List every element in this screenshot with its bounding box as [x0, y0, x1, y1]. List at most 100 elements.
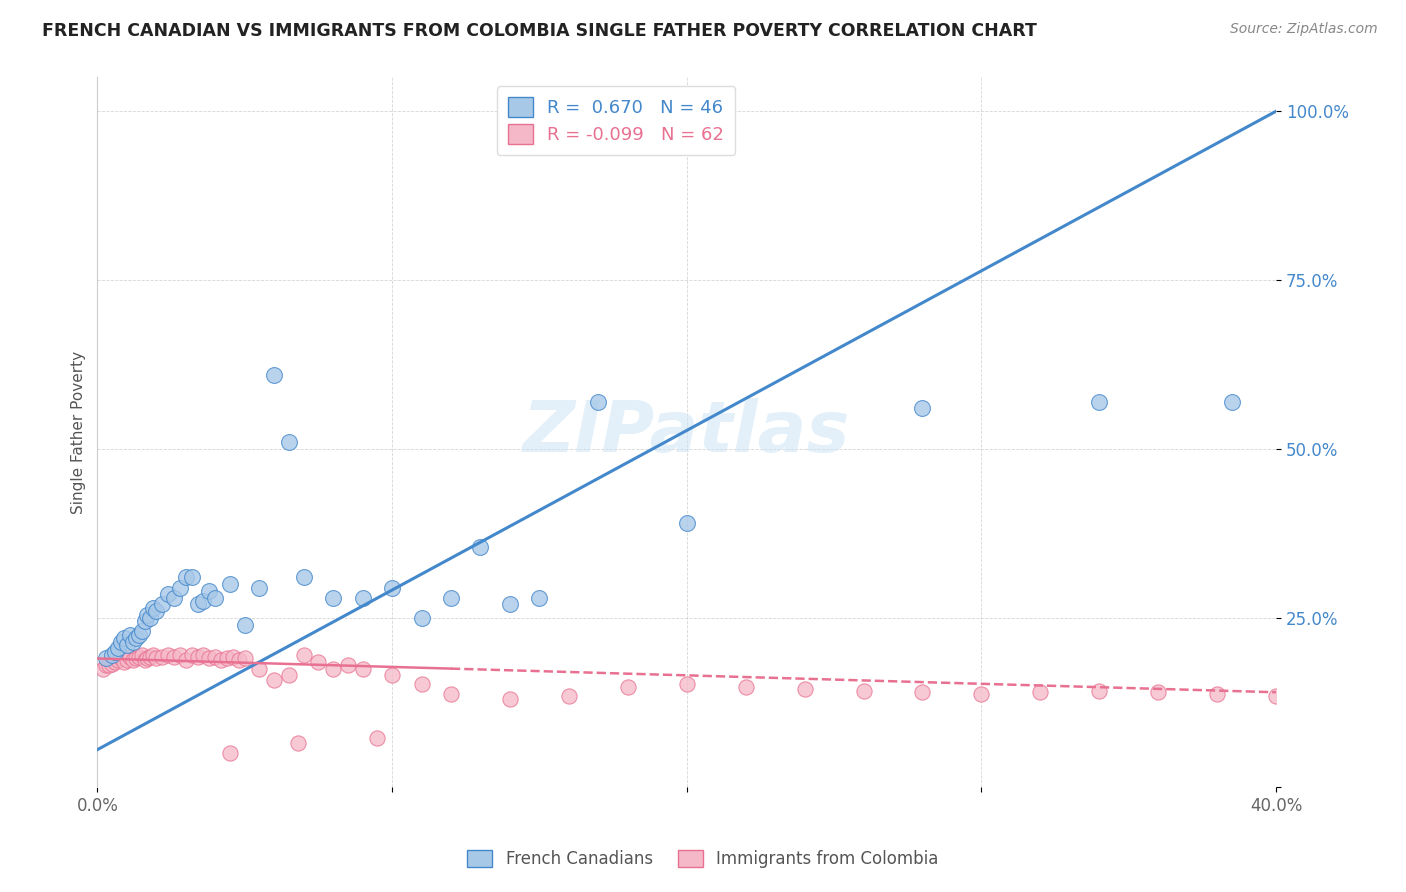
Point [101, 648, 124, 662]
Point [588, 394, 610, 409]
Point [124, 651, 146, 665]
Point [157, 587, 180, 601]
Point [233, 617, 256, 632]
Legend: French Canadians, Immigrants from Colombia: French Canadians, Immigrants from Colomb… [461, 843, 945, 875]
Point [1220, 394, 1243, 409]
Point [470, 540, 492, 554]
Point [193, 594, 215, 608]
Point [209, 653, 232, 667]
Y-axis label: Single Father Poverty: Single Father Poverty [72, 351, 86, 514]
Point [150, 650, 173, 665]
Point [529, 591, 551, 605]
Point [110, 651, 132, 665]
Point [215, 651, 238, 665]
Point [336, 658, 359, 673]
Point [222, 650, 245, 665]
Point [440, 591, 463, 605]
Point [180, 570, 202, 584]
Text: Source: ZipAtlas.com: Source: ZipAtlas.com [1230, 22, 1378, 37]
Point [187, 650, 209, 665]
Point [150, 598, 173, 612]
Point [145, 651, 167, 665]
Point [107, 653, 129, 667]
Point [134, 653, 156, 667]
Point [322, 662, 344, 676]
Point [307, 655, 329, 669]
Point [104, 645, 127, 659]
Point [249, 581, 271, 595]
Point [198, 651, 221, 665]
Point [96, 658, 118, 673]
Point [558, 689, 581, 703]
Point [219, 577, 242, 591]
Point [852, 684, 875, 698]
Point [793, 681, 815, 696]
Point [366, 731, 388, 746]
Legend: R =  0.670   N = 46, R = -0.099   N = 62: R = 0.670 N = 46, R = -0.099 N = 62 [496, 87, 735, 155]
Point [322, 591, 344, 605]
Point [287, 736, 309, 750]
Point [134, 615, 156, 629]
Point [970, 687, 993, 701]
Point [139, 611, 162, 625]
Point [675, 677, 697, 691]
Point [128, 628, 150, 642]
Point [101, 657, 124, 671]
Point [1088, 684, 1111, 698]
Point [440, 687, 463, 701]
Point [131, 624, 153, 639]
Point [121, 634, 143, 648]
Point [911, 401, 934, 416]
Point [381, 581, 404, 595]
Point [277, 435, 299, 450]
Point [249, 662, 271, 676]
Point [233, 651, 256, 665]
Point [174, 653, 197, 667]
Point [98, 658, 121, 673]
Point [142, 648, 165, 662]
Point [136, 607, 159, 622]
Point [204, 650, 226, 665]
Point [734, 680, 756, 694]
Point [499, 692, 522, 706]
Point [131, 648, 153, 662]
Point [352, 591, 374, 605]
Point [112, 655, 135, 669]
Point [198, 583, 221, 598]
Point [352, 662, 374, 676]
Text: FRENCH CANADIAN VS IMMIGRANTS FROM COLOMBIA SINGLE FATHER POVERTY CORRELATION CH: FRENCH CANADIAN VS IMMIGRANTS FROM COLOM… [42, 22, 1038, 40]
Point [204, 591, 226, 605]
Point [136, 651, 159, 665]
Point [263, 673, 285, 687]
Point [411, 677, 433, 691]
Point [180, 648, 202, 662]
Point [145, 604, 167, 618]
Point [115, 653, 138, 667]
Point [911, 685, 934, 699]
Point [1265, 689, 1288, 703]
Point [499, 598, 522, 612]
Point [96, 651, 118, 665]
Point [169, 648, 191, 662]
Point [1029, 685, 1052, 699]
Point [118, 628, 141, 642]
Point [163, 591, 186, 605]
Point [1088, 394, 1111, 409]
Point [411, 611, 433, 625]
Point [104, 655, 127, 669]
Point [292, 648, 315, 662]
Point [292, 570, 315, 584]
Point [1206, 687, 1229, 701]
Point [110, 634, 132, 648]
Point [675, 516, 697, 531]
Point [139, 650, 162, 665]
Point [91, 662, 114, 676]
Point [118, 650, 141, 665]
Point [115, 638, 138, 652]
Point [174, 570, 197, 584]
Point [107, 641, 129, 656]
Point [187, 598, 209, 612]
Point [157, 648, 180, 662]
Point [277, 668, 299, 682]
Point [381, 668, 404, 682]
